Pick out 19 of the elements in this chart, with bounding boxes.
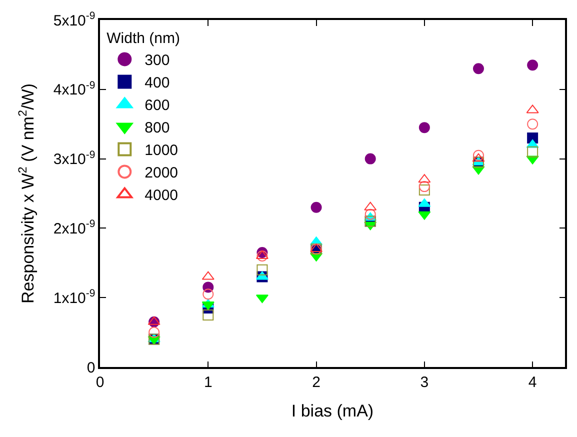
legend-label: 4000 xyxy=(144,187,178,204)
legend-label: 800 xyxy=(144,120,170,137)
legend-label: 2000 xyxy=(144,164,178,182)
x-tick-label: 2 xyxy=(312,374,320,391)
y-tick-label: 5x10$^{-9}$ xyxy=(53,10,96,30)
y-tick-label: 0 xyxy=(86,359,96,376)
legend-label: 300 xyxy=(144,52,170,70)
y-tick-label: 4x10$^{-9}$ xyxy=(53,79,96,99)
legend-label: 400 xyxy=(144,74,170,92)
legend-title: Width (nm) xyxy=(106,30,180,47)
legend-label: 1000 xyxy=(144,142,178,160)
y-tick-label: 2x10$^{-9}$ xyxy=(53,218,96,238)
y-tick-label: 1x10$^{-9}$ xyxy=(53,288,96,307)
x-tick-label: 3 xyxy=(420,374,429,391)
x-tick-label: 4 xyxy=(528,374,537,391)
x-tick-label: 1 xyxy=(204,374,212,391)
x-axis-title: I bias (mA) xyxy=(291,402,374,421)
y-tick-label: 3x10$^{-9}$ xyxy=(53,148,96,168)
legend-label: 600 xyxy=(144,97,170,114)
